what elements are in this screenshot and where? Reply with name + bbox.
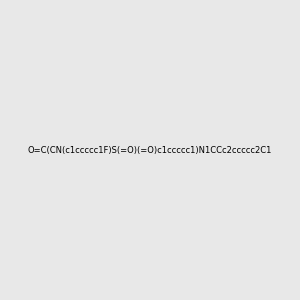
Text: O=C(CN(c1ccccc1F)S(=O)(=O)c1ccccc1)N1CCc2ccccc2C1: O=C(CN(c1ccccc1F)S(=O)(=O)c1ccccc1)N1CCc… [28,146,272,154]
